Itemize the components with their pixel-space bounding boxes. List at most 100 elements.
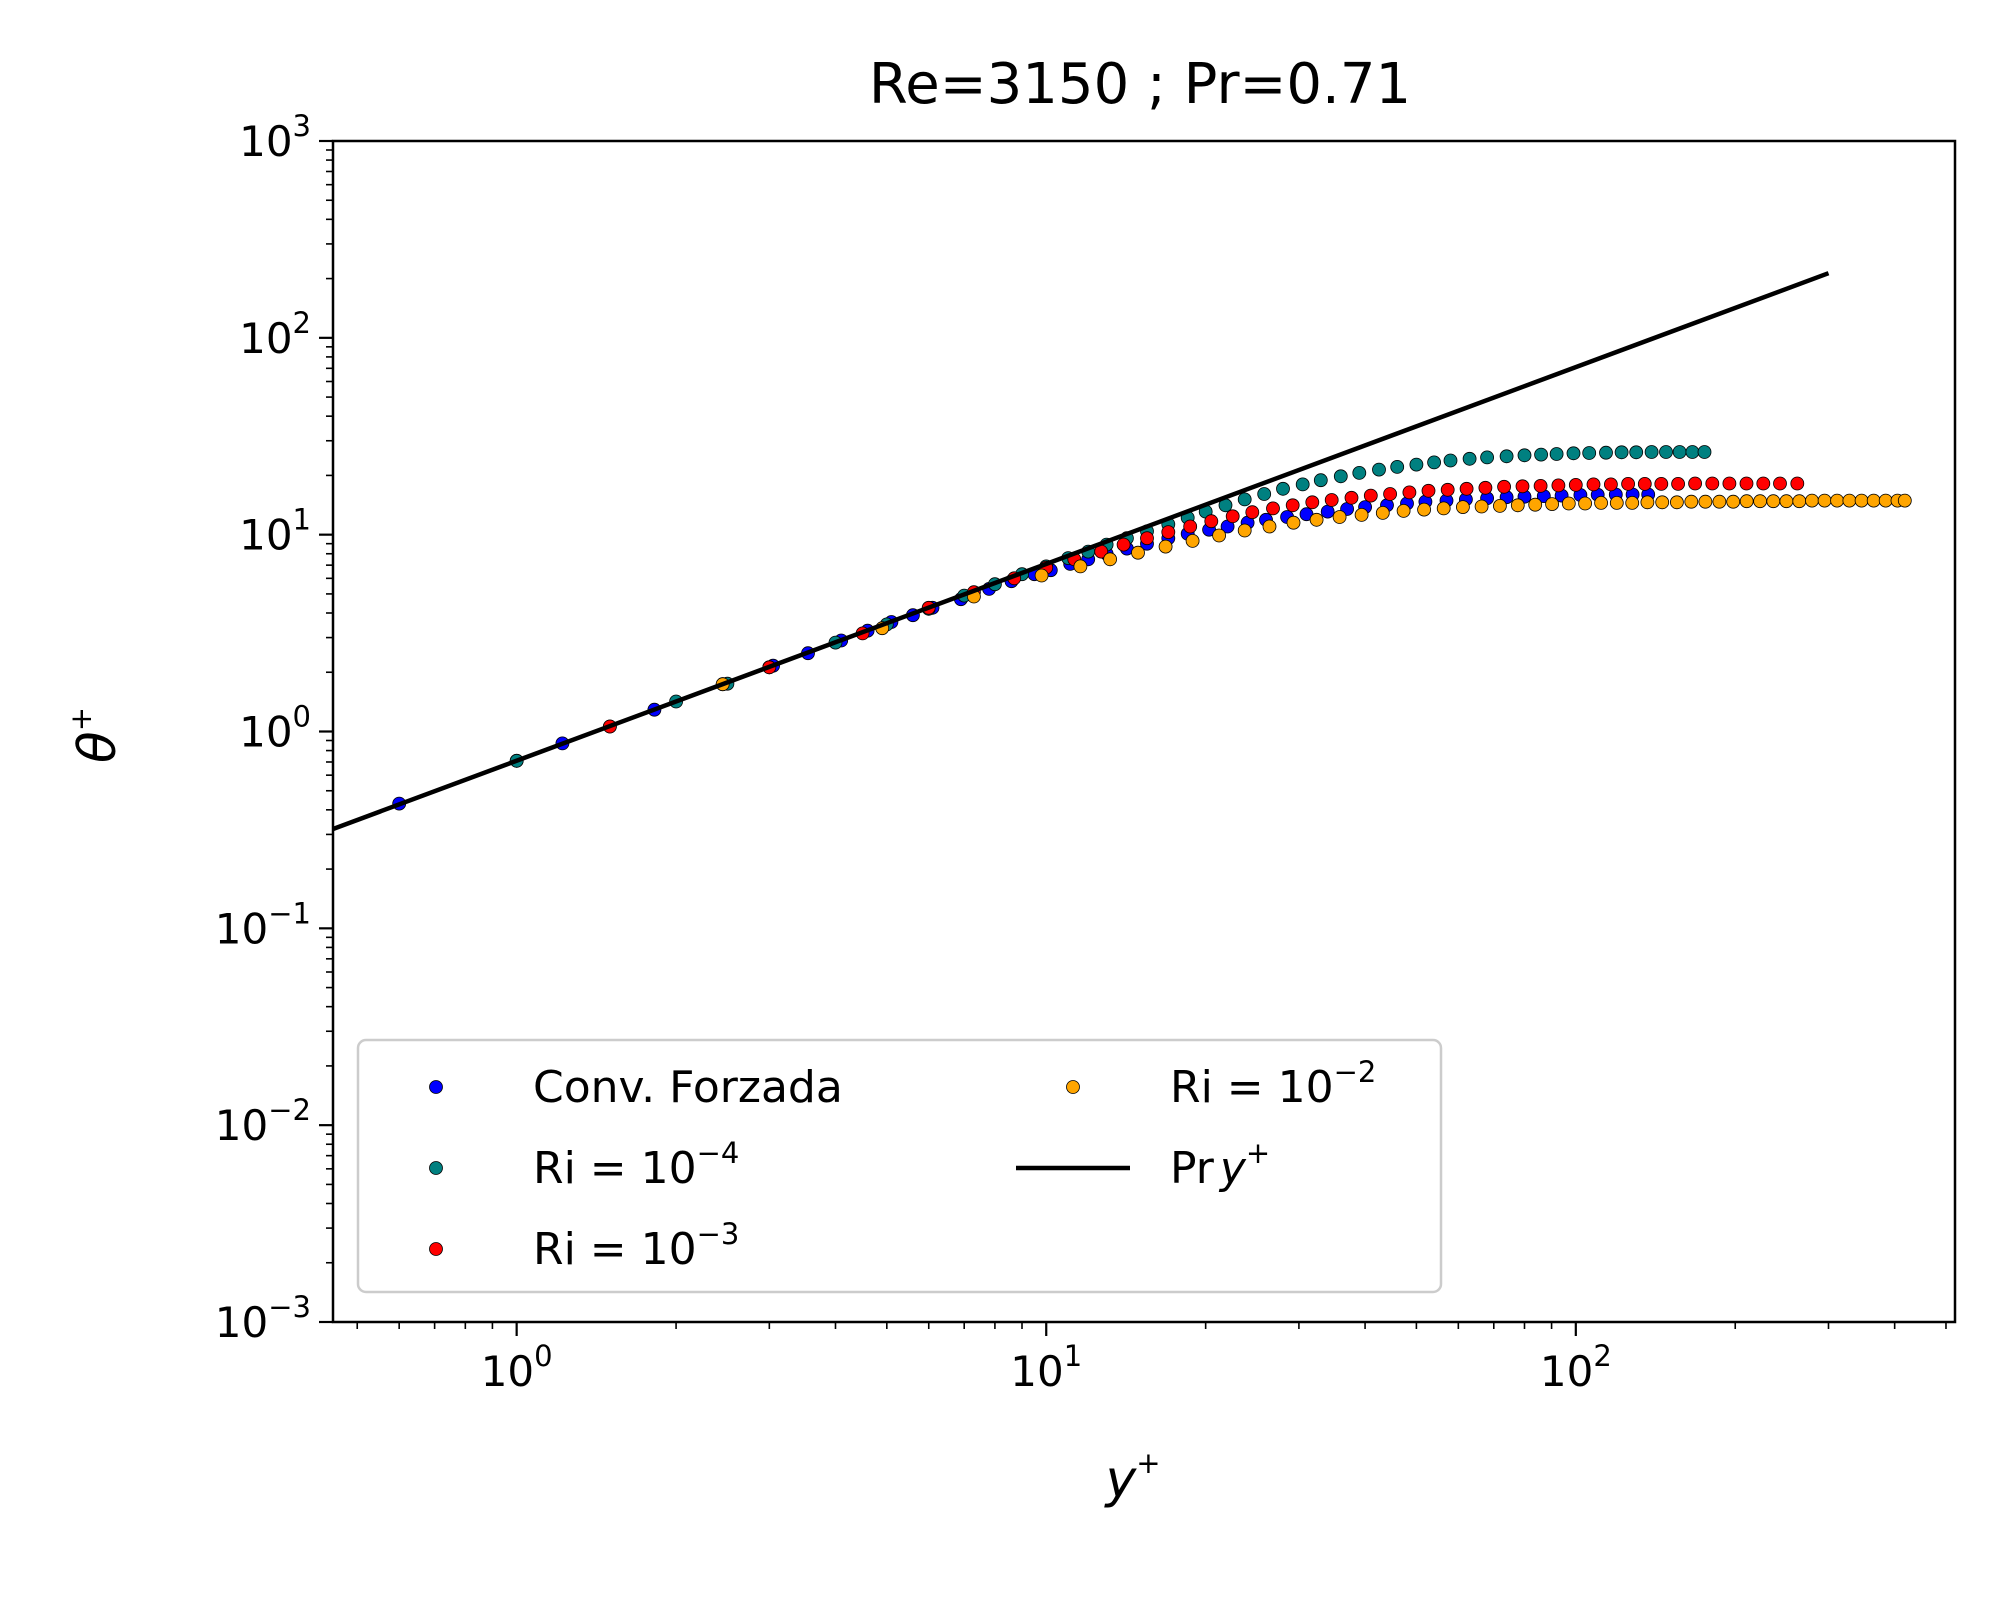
data-point [1396,503,1411,518]
data-point [1705,476,1720,491]
data-point [1578,496,1592,511]
plot-area [333,271,1912,832]
data-point [1034,568,1049,583]
legend-marker [429,1080,443,1094]
data-point [1792,494,1807,509]
data-point [1183,519,1198,534]
data-point [1805,493,1819,508]
data-point [1534,447,1548,462]
legend-label: Conv. Forzada [533,1062,843,1113]
series-3 [715,493,1912,692]
data-point [1739,476,1754,491]
data-point [1726,494,1741,509]
data-point [1779,494,1794,509]
data-point [1670,495,1684,510]
data-point [1739,494,1754,509]
data-point [1266,501,1280,516]
legend-label: Ri = 10−3 [533,1217,739,1275]
data-point [1586,477,1601,492]
data-point [1480,450,1494,465]
data-point [1305,495,1320,510]
data-point [1324,493,1339,507]
data-point [1561,496,1576,511]
data-point [1614,445,1629,460]
y-tick-label: 10−2 [215,1093,311,1150]
data-point [1427,455,1441,470]
data-point [1313,473,1328,488]
y-tick-label: 10−3 [215,1290,311,1347]
data-point [1568,477,1583,492]
data-point [1456,500,1470,515]
data-point [1640,495,1655,510]
data-point [1854,493,1869,508]
legend-entry: Ri = 10−3 [429,1217,739,1275]
legend-entry: Ri = 10−2 [1066,1055,1376,1113]
data-point [1599,445,1613,460]
data-point [1672,445,1687,459]
data-point [1878,493,1893,508]
data-point [1417,502,1431,517]
data-point [1383,487,1397,501]
data-point [1629,445,1644,460]
x-axis-label: y+ [1103,1446,1160,1510]
data-point [1515,479,1530,494]
legend-label: Ri = 10−4 [533,1136,739,1194]
data-point [1443,453,1458,468]
data-point [1478,480,1493,495]
data-point [1344,490,1359,505]
data-point [1158,539,1173,554]
data-point [1185,534,1200,548]
data-point [1237,492,1252,507]
data-point [1245,505,1260,520]
data-point [1276,481,1290,496]
legend-entry: Ri = 10−4 [429,1136,739,1194]
data-point [1756,476,1771,491]
data-point [1766,494,1781,509]
data-point [1685,445,1700,459]
data-point [1621,476,1635,491]
data-point [1295,477,1310,492]
data-point [1402,485,1417,500]
data-point [1722,476,1737,491]
legend-entry: Pr y+ [1016,1136,1270,1194]
y-axis-label: θ+ [64,707,128,763]
legend-label: Pr y+ [1170,1136,1270,1194]
data-point [1773,476,1787,491]
data-point [1528,497,1543,512]
data-point [1712,494,1727,509]
data-point [1459,481,1474,496]
data-point [1499,449,1514,464]
data-point [1594,495,1608,510]
legend-label: Ri = 10−2 [1170,1055,1376,1113]
data-point [1654,476,1669,491]
data-point [1161,525,1176,539]
data-point [1352,465,1367,480]
data-point [1830,493,1844,508]
data-point [1140,531,1154,546]
legend-marker [429,1161,443,1175]
data-point [1103,552,1117,567]
data-point [1309,512,1324,527]
data-point [1684,494,1699,509]
data-point [1609,495,1624,510]
data-point [1655,495,1670,510]
data-point [1551,478,1566,493]
data-point [1549,447,1564,461]
data-point [1753,494,1767,509]
data-point [1421,483,1436,498]
data-point [1363,488,1378,503]
data-point [1462,451,1477,466]
data-point [1517,448,1532,463]
y-tick-label: 101 [239,503,311,560]
data-point [1436,501,1451,516]
data-point [1409,457,1424,472]
x-tick-label: 100 [481,1339,553,1396]
data-point [1257,487,1272,501]
legend-entry: Conv. Forzada [429,1062,843,1113]
data-point [1866,493,1881,508]
chart-title: Re=3150 ; Pr=0.71 [869,52,1411,117]
data-point [1372,462,1386,477]
data-point [1212,528,1226,543]
data-point [1073,559,1088,574]
